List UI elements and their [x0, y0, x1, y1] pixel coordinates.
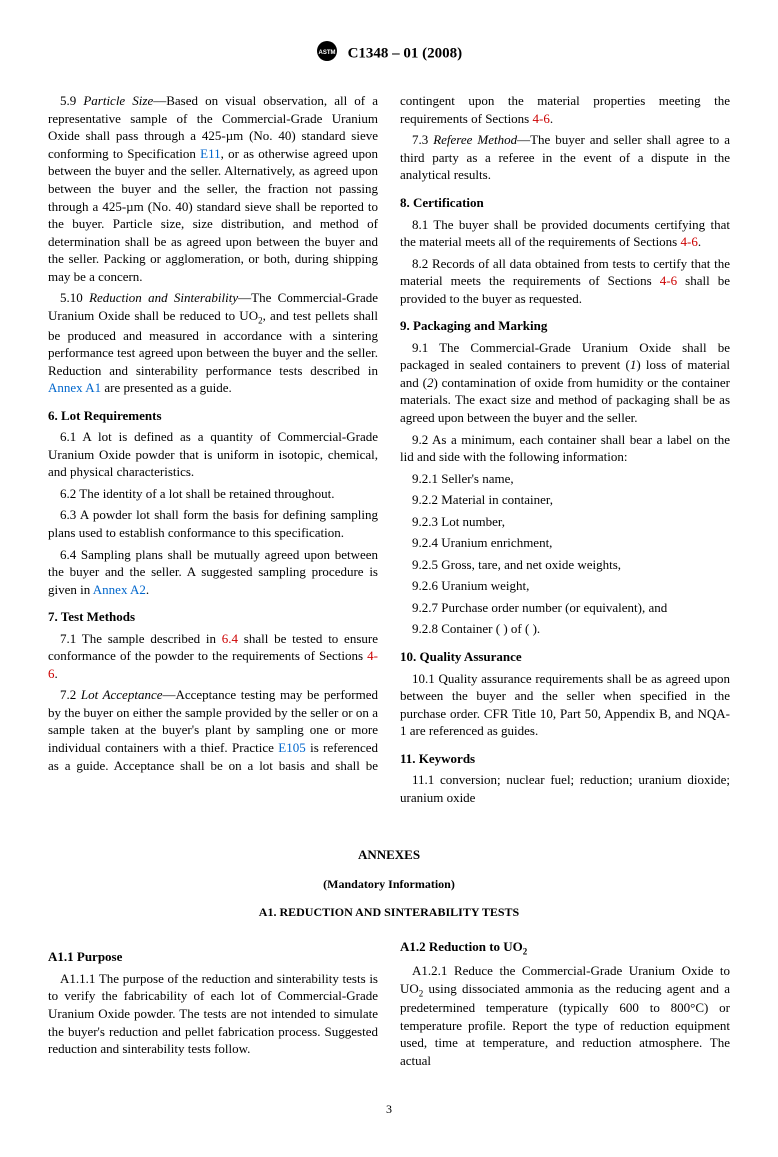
- heading-11: 11. Keywords: [400, 750, 730, 768]
- para-a1-2-1: A1.2.1 Reduce the Commercial-Grade Urani…: [400, 962, 730, 1069]
- xref-6-4[interactable]: 6.4: [222, 631, 238, 646]
- para-8-1: 8.1 The buyer shall be provided document…: [400, 216, 730, 251]
- xref-e105[interactable]: E105: [278, 740, 305, 755]
- para-9-2: 9.2 As a minimum, each container shall b…: [400, 431, 730, 466]
- para-9-2-6: 9.2.6 Uranium weight,: [400, 577, 730, 595]
- heading-a1-2: A1.2 Reduction to UO2: [400, 938, 730, 958]
- para-8-2: 8.2 Records of all data obtained from te…: [400, 255, 730, 308]
- annex-block: ANNEXES (Mandatory Information) A1. REDU…: [48, 846, 730, 920]
- para-10-1: 10.1 Quality assurance requirements shal…: [400, 670, 730, 740]
- para-5-9: 5.9 Particle Size—Based on visual observ…: [48, 92, 378, 285]
- xref-e11[interactable]: E11: [200, 146, 220, 161]
- heading-10: 10. Quality Assurance: [400, 648, 730, 666]
- xref-4-6-b[interactable]: 4-6: [533, 111, 550, 126]
- para-9-2-5: 9.2.5 Gross, tare, and net oxide weights…: [400, 556, 730, 574]
- para-6-3: 6.3 A powder lot shall form the basis fo…: [48, 506, 378, 541]
- para-9-2-8: 9.2.8 Container ( ) of ( ).: [400, 620, 730, 638]
- annex-subtitle: (Mandatory Information): [48, 876, 730, 892]
- svg-text:ASTM: ASTM: [318, 50, 335, 56]
- para-9-2-7: 9.2.7 Purchase order number (or equivale…: [400, 599, 730, 617]
- body-columns: 5.9 Particle Size—Based on visual observ…: [48, 92, 730, 806]
- para-6-2: 6.2 The identity of a lot shall be retai…: [48, 485, 378, 503]
- heading-8: 8. Certification: [400, 194, 730, 212]
- para-9-2-2: 9.2.2 Material in container,: [400, 491, 730, 509]
- xref-4-6-d[interactable]: 4-6: [660, 273, 677, 288]
- annex-a1-title: A1. REDUCTION AND SINTERABILITY TESTS: [48, 904, 730, 920]
- para-a1-1-1: A1.1.1 The purpose of the reduction and …: [48, 970, 378, 1058]
- heading-9: 9. Packaging and Marking: [400, 317, 730, 335]
- doc-designation: C1348 – 01 (2008): [348, 46, 463, 62]
- doc-header: ASTM C1348 – 01 (2008): [48, 40, 730, 68]
- heading-6: 6. Lot Requirements: [48, 407, 378, 425]
- para-9-2-3: 9.2.3 Lot number,: [400, 513, 730, 531]
- heading-7: 7. Test Methods: [48, 608, 378, 626]
- xref-annex-a1[interactable]: Annex A1: [48, 380, 101, 395]
- para-7-3: 7.3 Referee Method—The buyer and seller …: [400, 131, 730, 184]
- page-number: 3: [48, 1101, 730, 1117]
- para-5-10: 5.10 Reduction and Sinterability—The Com…: [48, 289, 378, 396]
- para-6-1: 6.1 A lot is defined as a quantity of Co…: [48, 428, 378, 481]
- xref-annex-a2[interactable]: Annex A2: [93, 582, 146, 597]
- para-11-1: 11.1 conversion; nuclear fuel; reduction…: [400, 771, 730, 806]
- para-9-2-4: 9.2.4 Uranium enrichment,: [400, 534, 730, 552]
- annex-columns: A1.1 Purpose A1.1.1 The purpose of the r…: [48, 938, 730, 1070]
- annex-title: ANNEXES: [48, 846, 730, 864]
- xref-4-6-c[interactable]: 4-6: [681, 234, 698, 249]
- para-9-2-1: 9.2.1 Seller's name,: [400, 470, 730, 488]
- para-7-1: 7.1 The sample described in 6.4 shall be…: [48, 630, 378, 683]
- para-9-1: 9.1 The Commercial-Grade Uranium Oxide s…: [400, 339, 730, 427]
- heading-a1-1: A1.1 Purpose: [48, 948, 378, 966]
- para-6-4: 6.4 Sampling plans shall be mutually agr…: [48, 546, 378, 599]
- astm-logo: ASTM: [316, 40, 338, 68]
